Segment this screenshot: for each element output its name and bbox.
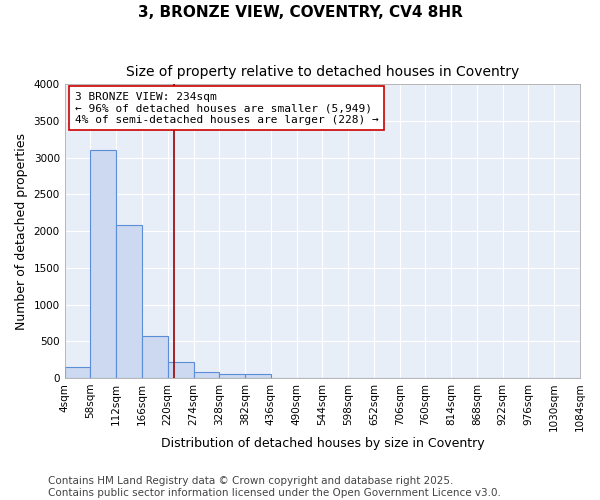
Text: Contains HM Land Registry data © Crown copyright and database right 2025.
Contai: Contains HM Land Registry data © Crown c… [48, 476, 501, 498]
Bar [142, 336, 168, 378]
Bar [168, 362, 193, 378]
Bar [91, 150, 116, 378]
Bar [65, 367, 91, 378]
Bar [219, 374, 245, 378]
Text: 3 BRONZE VIEW: 234sqm
← 96% of detached houses are smaller (5,949)
4% of semi-de: 3 BRONZE VIEW: 234sqm ← 96% of detached … [75, 92, 379, 125]
Bar [245, 374, 271, 378]
Y-axis label: Number of detached properties: Number of detached properties [15, 132, 28, 330]
X-axis label: Distribution of detached houses by size in Coventry: Distribution of detached houses by size … [161, 437, 484, 450]
Bar [116, 224, 142, 378]
Title: Size of property relative to detached houses in Coventry: Size of property relative to detached ho… [126, 65, 519, 79]
Bar [193, 372, 219, 378]
Text: 3, BRONZE VIEW, COVENTRY, CV4 8HR: 3, BRONZE VIEW, COVENTRY, CV4 8HR [137, 5, 463, 20]
